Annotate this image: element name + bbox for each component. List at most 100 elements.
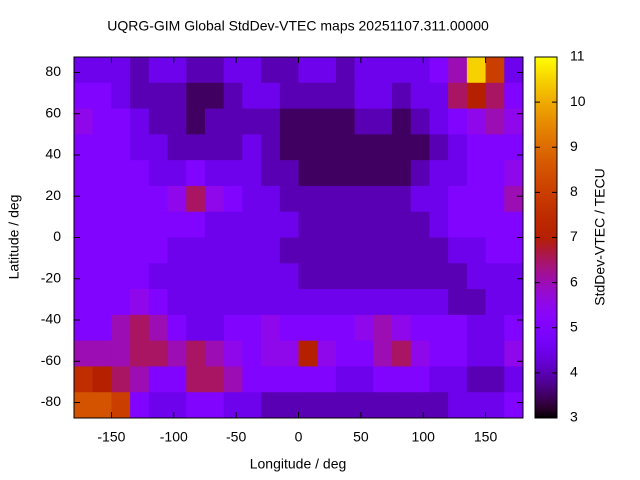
heatmap-cell [148,82,169,110]
heatmap-cell [167,314,187,342]
heatmap-cell [485,392,505,419]
heatmap-cell [354,366,374,393]
heatmap-cell [92,108,112,135]
heatmap-cell [242,185,262,213]
heatmap-cell [429,340,449,367]
heatmap-cell [410,340,430,367]
heatmap-cell [317,211,337,238]
y-tick-label: 60 [45,104,61,120]
heatmap-cell [111,314,131,342]
y-tick-label: -80 [41,393,61,409]
heatmap-cell [354,211,374,238]
heatmap-cell [261,263,281,290]
heatmap-cell [448,289,468,316]
heatmap-cell [261,237,281,264]
heatmap-cell [279,392,299,419]
heatmap-cell [448,392,468,419]
heatmap-cell [186,289,206,316]
x-tick-label: -100 [160,429,188,445]
heatmap-cell [392,211,412,238]
heatmap-cell [242,108,262,135]
heatmap-cell [223,108,243,135]
heatmap-cell [448,57,468,84]
heatmap-cell [504,134,524,161]
heatmap-cell [392,108,412,135]
heatmap-cell [167,160,187,187]
heatmap-cell [279,211,299,238]
heatmap-cell [504,211,524,238]
heatmap-cell [504,366,524,393]
heatmap-cell [335,314,356,342]
heatmap-cell [223,340,243,367]
heatmap-cell [74,185,94,213]
heatmap-cell [167,211,187,238]
heatmap-cell [298,392,318,419]
heatmap-cell [223,366,243,393]
colorbar-tick-label: 7 [570,228,578,244]
heatmap-cell [148,160,169,187]
heatmap-cell [448,366,468,393]
heatmap-cell [335,185,356,213]
x-tick-label: 0 [295,429,303,445]
colorbar-tick-label: 4 [570,364,578,380]
heatmap-cell [242,57,262,84]
heatmap-cell [504,160,524,187]
heatmap-cell [335,134,356,161]
heatmap-cell [429,57,449,84]
heatmap-cell [279,314,299,342]
heatmap-cell [74,160,94,187]
heatmap-cell [373,366,393,393]
heatmap-cell [448,82,468,110]
heatmap-cell [298,134,318,161]
heatmap-cell [261,57,281,84]
heatmap-cell [410,366,430,393]
heatmap-cell [485,237,505,264]
heatmap-cell [148,392,169,419]
heatmap-cell [186,211,206,238]
heatmap-cell [373,392,393,419]
heatmap-cell [186,82,206,110]
heatmap-cell [485,57,505,84]
heatmap-cell [485,314,505,342]
heatmap-cell [504,263,524,290]
heatmap-cell [242,340,262,367]
heatmap-cell [373,211,393,238]
heatmap-cell [261,211,281,238]
heatmap-cell [92,392,112,419]
heatmap-cell [74,340,94,367]
heatmap-cell [392,366,412,393]
y-axis-label: Latitude / deg [6,195,22,280]
heatmap-cell [392,134,412,161]
heatmap-cell [261,185,281,213]
heatmap-cell [429,289,449,316]
heatmap-cell [186,160,206,187]
heatmap-cell [392,289,412,316]
heatmap-cell [74,82,94,110]
heatmap-cell [410,289,430,316]
y-tick-label: -40 [41,311,61,327]
heatmap-cell [317,314,337,342]
heatmap-cell [298,263,318,290]
heatmap-cell [148,340,169,367]
heatmap-cell [223,237,243,264]
heatmap-cell [111,211,131,238]
heatmap-cell [317,237,337,264]
heatmap-cell [429,211,449,238]
heatmap-cell [410,108,430,135]
colorbar-tick-label: 10 [570,93,586,109]
heatmap-cell [74,263,94,290]
heatmap-cell [186,366,206,393]
heatmap-cell [204,340,225,367]
y-tick-label: 0 [53,228,61,244]
colorbar-tick-label: 3 [570,409,578,425]
y-tick-label: 20 [45,187,61,203]
heatmap-cell [354,340,374,367]
heatmap-cell [261,314,281,342]
colorbar-tick-label: 6 [570,273,578,289]
heatmap-cell [204,314,225,342]
heatmap-cell [466,160,487,187]
heatmap-cell [448,340,468,367]
heatmap-cell [298,160,318,187]
heatmap-cell [130,82,150,110]
heatmap-cell [354,263,374,290]
